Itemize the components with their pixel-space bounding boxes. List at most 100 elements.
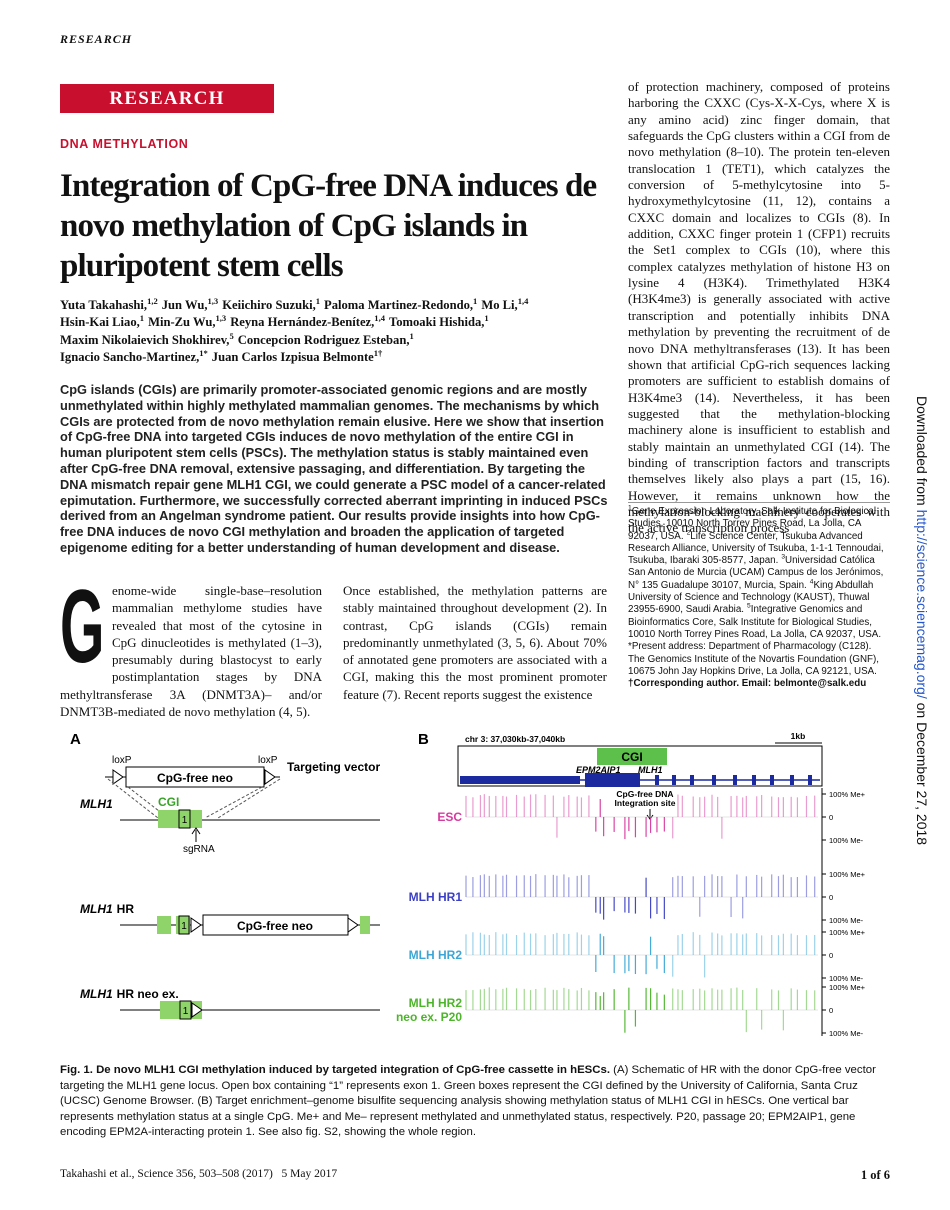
gene-exon [460,776,580,784]
figure: A CpG-free neo loxP loxP Targeting vector MLH… [70,731,866,1038]
loxp-triangle [264,769,276,785]
author-affiliation: 1 [139,313,145,324]
caption-text: (A) Schematic of HR with the donor CpG-f… [60,1064,876,1139]
author-name: Ignacio Sancho-Martinez, [60,350,200,365]
author: Hsin-Kai Liao,1 [60,313,145,329]
author-name: Reyna Hernández-Benítez, [230,315,375,330]
author-affiliation: 1 [315,295,321,306]
affiliation-number: 4 [809,578,814,586]
region-label: chr 3: 37,030kb-37,040kb [465,734,565,744]
authors: Yuta Takahashi,1,2 Jun Wu,1,3 Keiichiro Su… [60,297,620,367]
author-affiliation: 1 [473,295,478,306]
gene-exon [655,775,659,785]
author: Concepcion Rodriguez Esteban,1 [238,331,414,346]
drop-cap: G [60,569,108,685]
loxp-label: loxP [112,755,132,766]
axis-label: 0 [829,1006,833,1015]
author: Jun Wu,1,3 [162,295,219,312]
gene-exon [672,775,676,785]
integration-label: Integration site [615,798,676,808]
author-name: Juan Carlos Izpisua Belmonte [211,350,374,365]
present-address: *Present address: Department of Pharmaco… [628,641,880,677]
sgrna-arrow [191,827,201,842]
cgi-label: CGI [621,750,642,764]
author-name: Keiichiro Suzuki, [222,298,316,312]
gene-name: MLH1 [80,797,113,811]
exon-label: 1 [182,815,188,826]
affiliation: 1Gene Expression Laboratory, Salk Instit… [628,504,877,542]
gene-exon [790,775,794,785]
gene-exon [585,773,640,787]
affiliation-text: Universidad Católica San Antonio de Murc… [628,555,884,591]
corresponding-author: †Corresponding author. Email: belmonte@s… [628,678,867,690]
axis-label: 100% Me- [829,974,864,983]
gene-exon [690,775,694,785]
exon-box [178,809,191,829]
loxp-label: loxP [258,755,278,766]
cgi-box [597,748,667,765]
cgi-label: CGI [158,795,179,809]
author-affiliation: 1* [199,348,208,359]
author-affiliation: 1,3 [207,295,219,306]
author: Mo Li,1,4 [481,297,528,312]
axis-label: 100% Me+ [829,928,866,937]
affiliation: 5Integrative Genomics and Bioinformatics… [628,603,882,640]
row-suffix: HR neo ex. [117,987,179,1001]
affiliation-text: King Abdullah University of Science and … [628,579,874,616]
title: Integration of CpG-free DNA induces de n… [60,168,597,284]
affiliation-number: 1 [628,504,632,512]
track-label: MLH HR2 [409,948,463,962]
exon-box [179,1000,192,1020]
affiliation: 3Universidad Católica San Antonio de Mur… [628,553,884,591]
homology-guide [107,778,281,819]
body-column: of protection machinery, composed of pro… [628,79,890,536]
axis-label: 100% Me+ [829,983,866,992]
author-line: Hsin-Kai Liao,1 Min-Zu Wu,1,3 Reyna Hernán… [60,314,620,331]
gene-name: MLH1 [80,987,113,1001]
loxp-triangle [347,917,359,933]
affiliation: 2Life Science Center, Tsukuba Advanced R… [628,529,884,567]
affiliation-number: 3 [781,553,786,561]
author-affiliation: 1 [484,313,489,324]
row-suffix: HR [117,902,135,916]
gene-exon [770,775,774,785]
topic: DNA METHYLATION [60,137,189,151]
affiliation-text: Gene Expression Laboratory, Salk Institu… [628,506,877,542]
cgi-box [158,810,202,828]
author-affiliation: 1,3 [215,313,227,324]
gene-name: MLH1 [80,902,113,916]
drop-cap-letter: G [60,569,105,685]
exon-label: 1 [183,1006,189,1017]
vector-label: Targeting vector [287,760,380,774]
author-line: Yuta Takahashi,1,2 Jun Wu,1,3 Keiichiro Su… [60,297,620,314]
track-label: ESC [437,810,462,824]
date: 5 May 2017 [281,1168,338,1180]
axis-label: 100% Me+ [829,870,866,879]
affiliation-number: 2 [686,529,691,537]
note-link[interactable]: http://science.sciencemag.org/ [914,509,930,699]
download-note: Downloaded from http://science.sciencema… [914,396,930,845]
cassette-box [125,766,265,788]
track-label: MLH HR1 [409,890,463,904]
author: Tomoaki Hishida,1 [388,313,489,330]
affiliation-text: Life Science Center, Tsukuba Advanced Re… [628,530,884,567]
affiliations: 1Gene Expression Laboratory, Salk Instit… [628,502,890,690]
affiliation-number: 5 [747,603,751,611]
gene-exon [712,775,716,785]
abstract: CpG islands (CGIs) are primarily promote… [60,382,608,555]
note-text: Downloaded from [914,396,930,510]
axis-label: 100% Me- [829,916,864,925]
author-affiliation: 5 [229,330,234,341]
gene-label: MLH1 [638,765,663,775]
author-name: Tomoaki Hishida, [388,315,485,330]
author: Ignacio Sancho-Martinez,1* [60,348,208,365]
panel-label: A [70,731,81,748]
citation: Takahashi et al., Science 356, 503–508 (… [60,1168,273,1180]
author: Juan Carlos Izpisua Belmonte1† [211,349,383,365]
affiliation-text: Integrative Genomics and Bioinformatics … [628,604,882,640]
panel-label: B [418,731,429,748]
row-label: MLH1 HR neo ex. [80,987,179,1001]
caption-lead: Fig. 1. De novo MLH1 CGI methylation ind… [60,1064,610,1076]
row-label: MLH1 [80,797,113,811]
